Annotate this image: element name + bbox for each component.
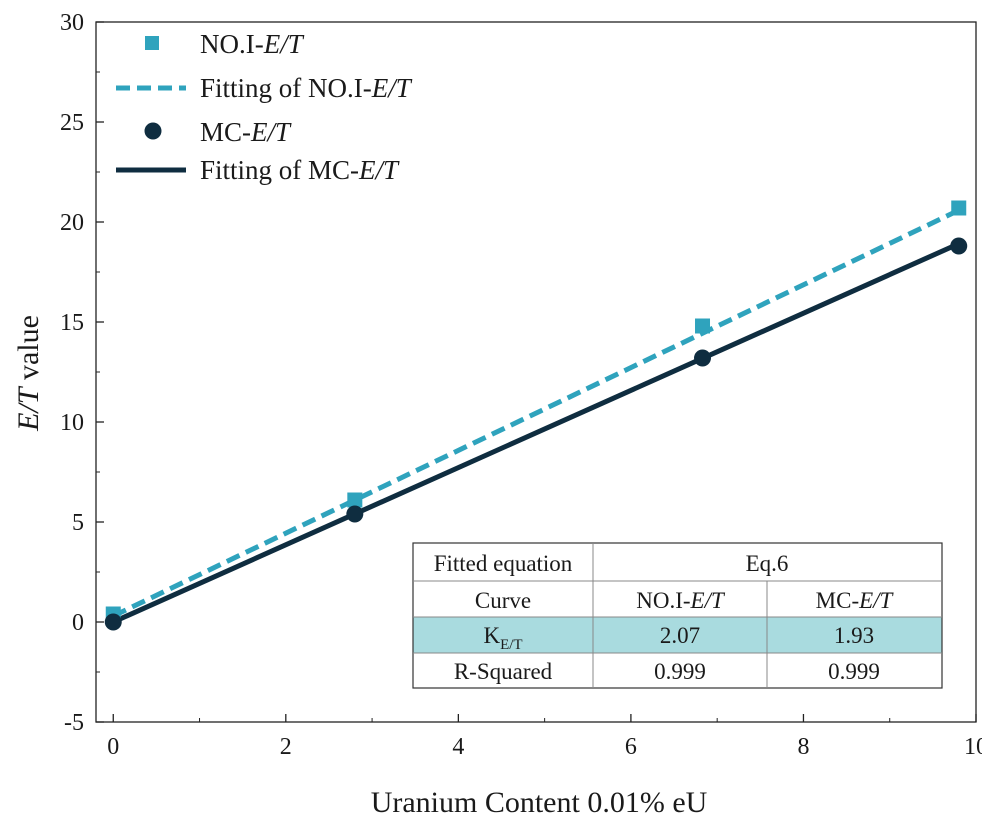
y-axis-title-italic: E/T <box>12 385 45 432</box>
legend-label-mc-prefix: MC- <box>200 117 251 147</box>
table-highlight-row <box>413 617 942 653</box>
point-noi <box>347 492 363 508</box>
legend-label-noi-prefix: NO.I- <box>200 29 264 59</box>
table-rsq-mc-value: 0.999 <box>828 659 880 684</box>
x-tick-label: 4 <box>452 734 464 760</box>
table-k-main: K <box>483 623 500 648</box>
y-tick-label: 0 <box>72 610 84 636</box>
y-axis-title-rest: value <box>12 315 45 387</box>
y-tick-label: 5 <box>72 510 84 536</box>
table-col-noi: NO.I-E/T <box>636 588 726 613</box>
table-k-subscript: E/T <box>500 637 523 653</box>
legend-label-mc-italic: E/T <box>250 117 292 147</box>
table-col-noi-italic: E/T <box>690 588 726 613</box>
table-curve-label: Curve <box>475 588 531 613</box>
point-mc <box>104 613 122 631</box>
table-col-mc-prefix: MC- <box>816 588 859 613</box>
table-fitted-equation-label: Fitted equation <box>434 551 573 576</box>
y-tick-label: 15 <box>60 310 84 336</box>
table-rsq-noi-value: 0.999 <box>654 659 706 684</box>
point-mc <box>346 505 364 523</box>
legend-label-fit-noi-prefix: Fitting of NO.I- <box>200 73 372 103</box>
legend-label-noi: NO.I-E/T <box>200 29 305 59</box>
point-noi <box>695 318 711 334</box>
fit-line-mc <box>112 241 960 625</box>
legend-label-fit-mc: Fitting of MC-E/T <box>200 155 400 185</box>
fit-lines <box>112 208 960 625</box>
y-tick-label: 10 <box>60 410 84 436</box>
x-tick-label: 10 <box>964 734 982 760</box>
x-tick-label: 0 <box>107 734 119 760</box>
x-axis-title: Uranium Content 0.01% eU <box>371 786 708 819</box>
axes: -5 0 5 10 15 20 25 30 0 2 4 6 8 10 <box>60 10 982 760</box>
point-mc <box>694 349 712 367</box>
fit-line-noi <box>112 208 960 619</box>
data-points <box>104 200 968 631</box>
y-tick-label: 25 <box>60 110 84 136</box>
y-axis-title: E/T value <box>12 315 45 432</box>
table-col-noi-prefix: NO.I- <box>636 588 690 613</box>
legend-label-fit-noi-italic: E/T <box>371 73 413 103</box>
y-tick-label: 20 <box>60 210 84 236</box>
point-mc <box>950 237 968 255</box>
fit-parameter-table: Fitted equation Eq.6 Curve NO.I-E/T MC-E… <box>412 542 943 689</box>
table-k-noi-value: 2.07 <box>660 623 700 648</box>
point-noi <box>951 200 967 216</box>
table-col-mc-italic: E/T <box>858 588 894 613</box>
x-tick-label: 6 <box>625 734 637 760</box>
legend-label-fit-noi: Fitting of NO.I-E/T <box>200 73 413 103</box>
x-tick-label: 2 <box>280 734 292 760</box>
x-tick-label: 8 <box>797 734 809 760</box>
table-col-mc: MC-E/T <box>816 588 895 613</box>
table-k-mc-value: 1.93 <box>834 623 874 648</box>
table-border <box>412 542 943 689</box>
legend: NO.I-E/T Fitting of NO.I-E/T MC-E/T Fitt… <box>116 29 413 185</box>
legend-square-marker <box>145 36 159 50</box>
table-equation-value: Eq.6 <box>746 551 789 576</box>
legend-label-fit-mc-prefix: Fitting of MC- <box>200 155 359 185</box>
table-k-label: KE/T <box>483 623 522 653</box>
legend-label-mc: MC-E/T <box>200 117 292 147</box>
y-tick-label: 30 <box>60 10 84 36</box>
legend-label-fit-mc-italic: E/T <box>358 155 400 185</box>
table-rsquared-label: R-Squared <box>454 659 553 684</box>
legend-label-noi-italic: E/T <box>263 29 305 59</box>
legend-circle-marker <box>144 122 162 140</box>
y-tick-label: -5 <box>64 710 84 736</box>
